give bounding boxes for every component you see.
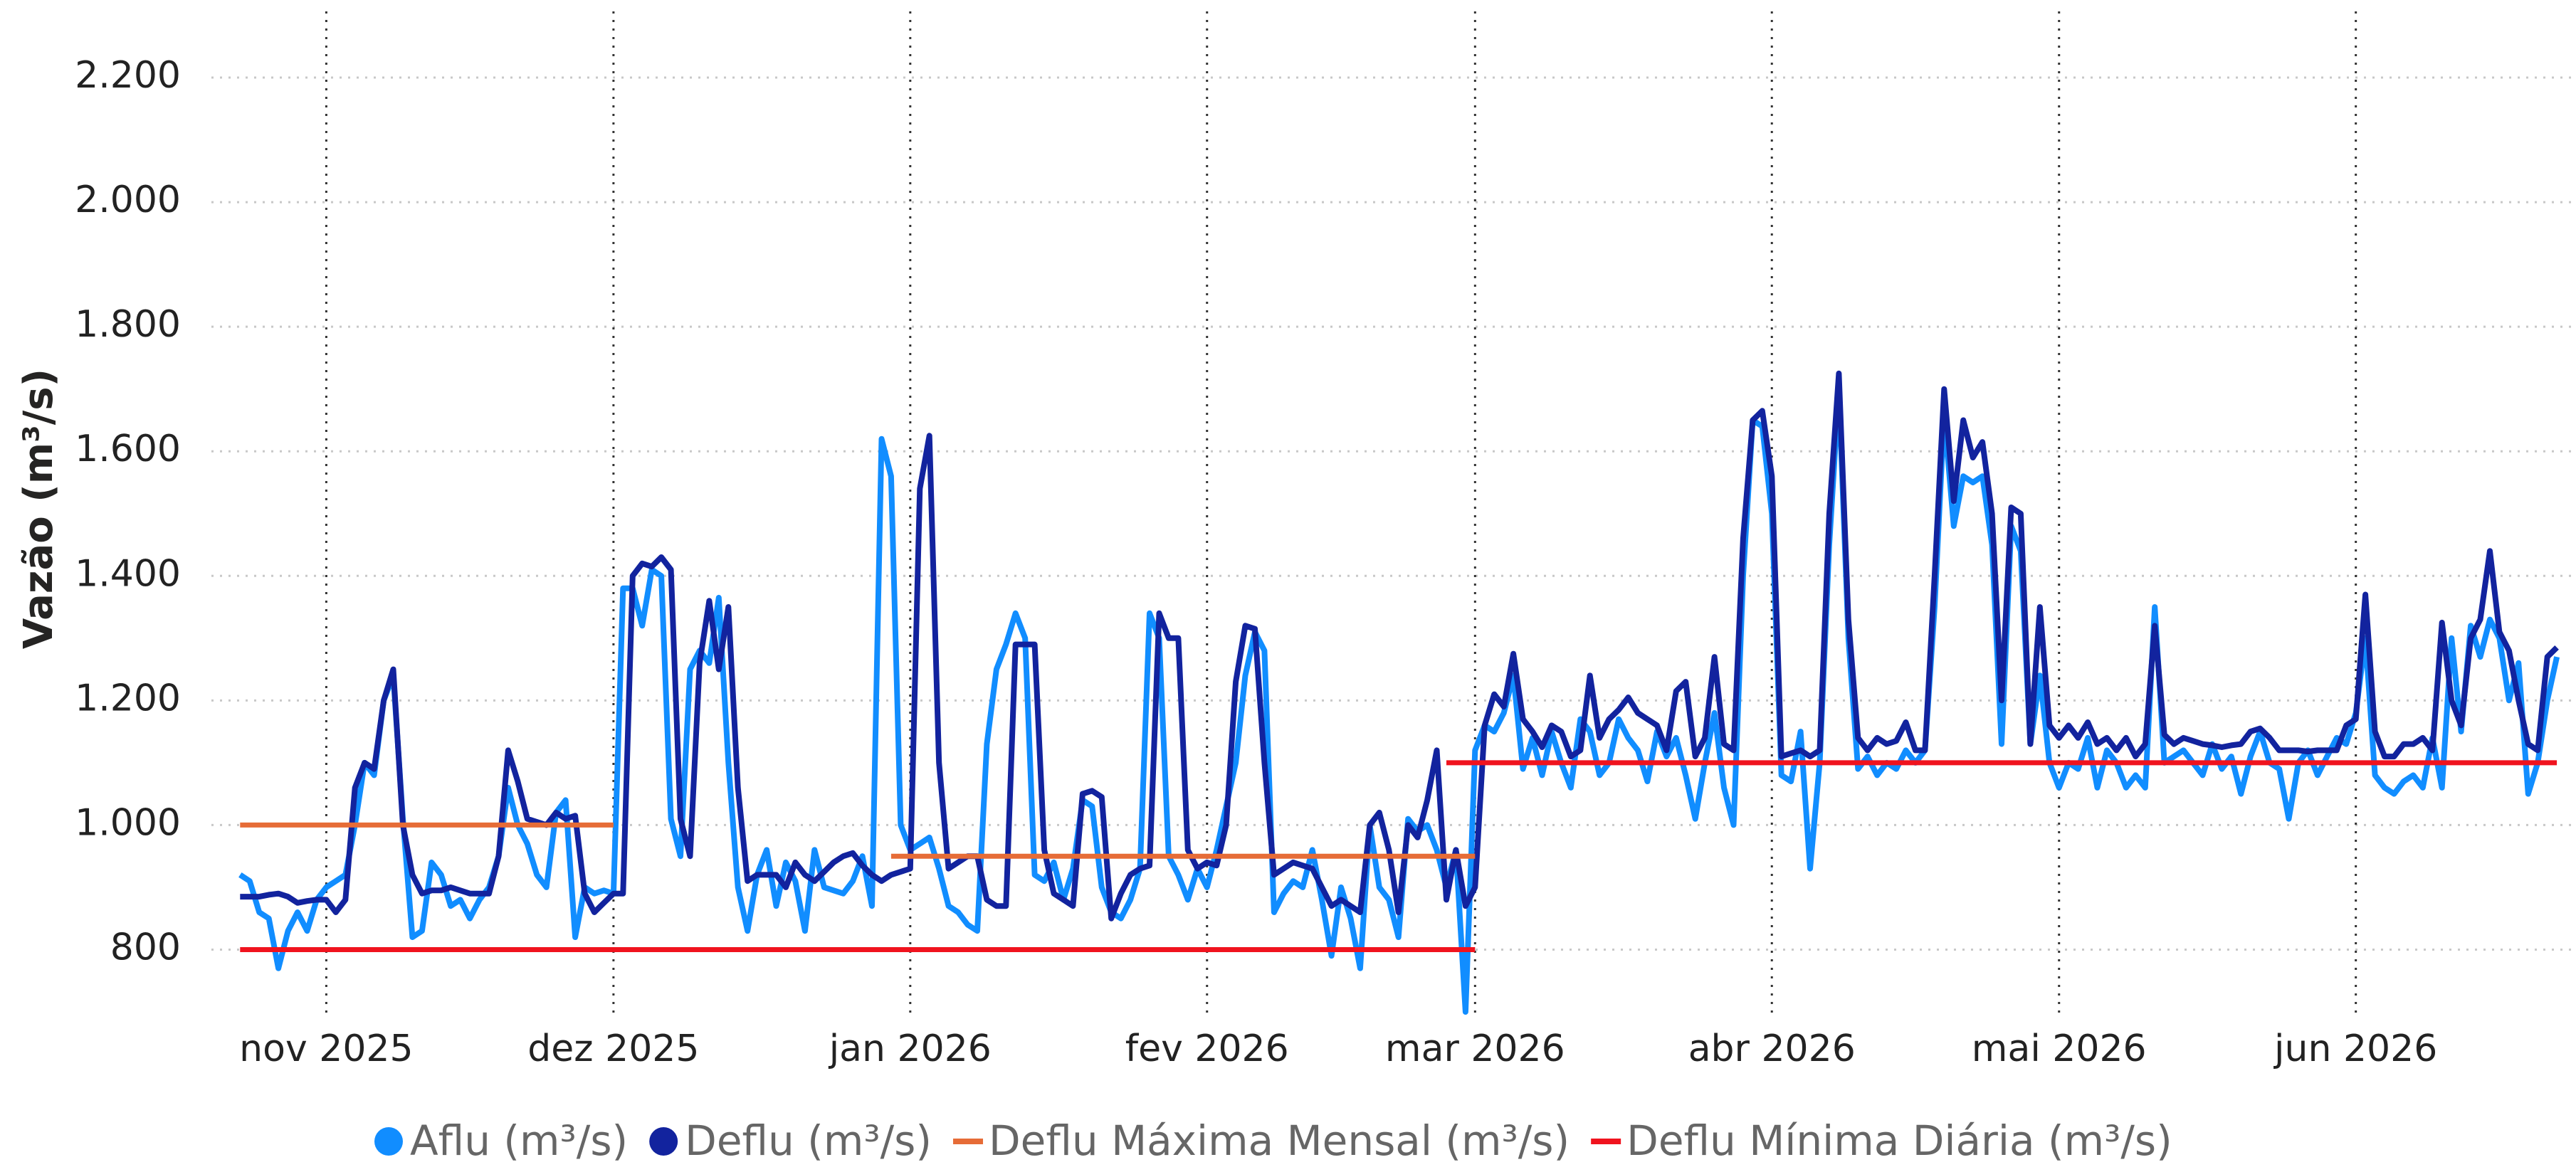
x-tick-label: abr 2026 [1688,1028,1856,1070]
x-tick-label: jan 2026 [829,1028,992,1070]
series-line [238,386,2560,1015]
y-tick-label: 1.800 [75,303,181,346]
legend-marker [374,1127,403,1156]
y-tick-label: 1.000 [75,801,181,844]
y-tick-label: 800 [110,926,181,968]
x-tick-label: dez 2025 [527,1028,699,1070]
legend-label: Aflu (m³/s) [410,1116,628,1165]
legend-label: Deflu Máxima Mensal (m³/s) [989,1116,1570,1165]
x-tick-label: jun 2026 [2273,1028,2437,1070]
x-tick-label: nov 2025 [239,1028,413,1070]
y-tick-label: 2.200 [75,54,181,97]
legend-item: Deflu Mínima Diária (m³/s) [1591,1116,2172,1165]
legend-label: Deflu (m³/s) [685,1116,932,1165]
y-axis-title: Vazão (m³/s) [16,369,62,649]
legend-item: Deflu Máxima Mensal (m³/s) [953,1116,1570,1165]
series-line [240,370,2559,922]
y-tick-label: 1.400 [75,552,181,595]
y-tick-label: 1.600 [75,428,181,470]
x-tick-label: mar 2026 [1385,1028,1565,1070]
y-tick-label: 1.200 [75,677,181,719]
x-tick-label: mai 2026 [1972,1028,2147,1070]
legend-label: Deflu Mínima Diária (m³/s) [1626,1116,2172,1165]
x-tick-label: fev 2026 [1125,1028,1289,1070]
legend: Aflu (m³/s) Deflu (m³/s) Deflu Máxima Mens… [374,1116,2172,1165]
y-tick-label: 2.000 [75,179,181,221]
legend-marker [649,1127,678,1156]
legend-item: Deflu (m³/s) [649,1116,932,1165]
legend-item: Aflu (m³/s) [374,1116,628,1165]
